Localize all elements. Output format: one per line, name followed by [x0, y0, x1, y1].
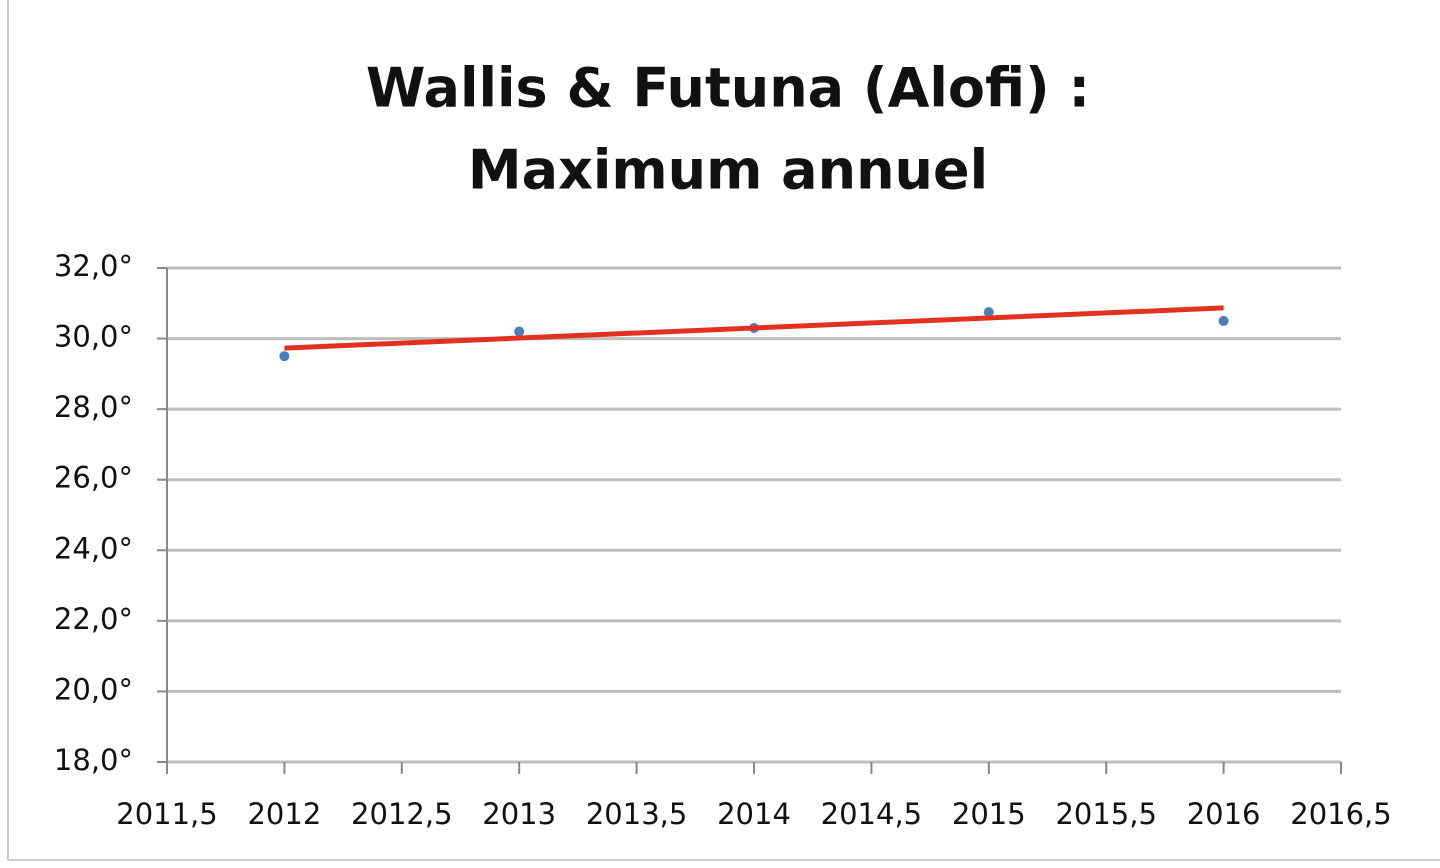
x-tick-label: 2013,5 — [586, 797, 687, 831]
x-tick-label: 2011,5 — [116, 797, 217, 831]
y-tick-label: 26,0° — [54, 461, 133, 495]
x-tick-label: 2014,5 — [821, 797, 922, 831]
y-tick-label: 20,0° — [54, 672, 133, 706]
chart-title: Wallis & Futuna (Alofi) : — [366, 57, 1090, 120]
x-tick-label: 2016,5 — [1290, 797, 1391, 831]
y-tick-label: 28,0° — [54, 390, 133, 424]
x-tick-label: 2016 — [1187, 797, 1261, 831]
x-tick-label: 2015 — [952, 797, 1026, 831]
x-tick-label: 2013 — [482, 797, 556, 831]
chart-title: Maximum annuel — [468, 139, 988, 202]
y-tick-label: 24,0° — [54, 531, 133, 565]
point — [279, 351, 290, 362]
x-tick-label: 2014 — [717, 797, 791, 831]
y-tick-label: 32,0° — [54, 249, 133, 283]
x-tick-label: 2012,5 — [351, 797, 452, 831]
y-tick-label: 22,0° — [54, 602, 133, 636]
y-tick-label: 30,0° — [54, 320, 133, 354]
y-tick-label: 18,0° — [54, 743, 133, 777]
x-tick-label: 2015,5 — [1055, 797, 1156, 831]
point — [514, 326, 525, 337]
x-tick-label: 2012 — [247, 797, 321, 831]
point — [1218, 315, 1229, 326]
point — [983, 307, 994, 318]
trendline — [284, 305, 1224, 351]
